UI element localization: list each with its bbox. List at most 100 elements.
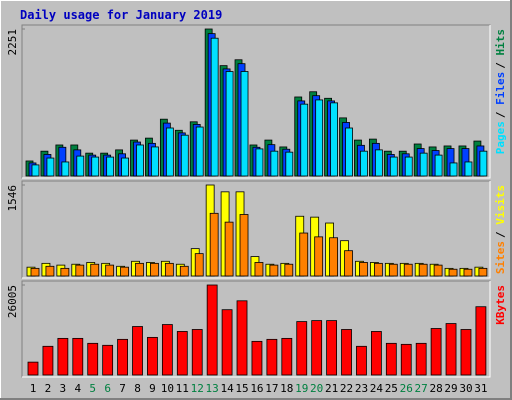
bar — [370, 331, 382, 376]
bar — [445, 323, 457, 376]
legend-entry: KBytes — [494, 285, 507, 325]
bar — [46, 157, 55, 177]
bar — [225, 71, 234, 177]
bar — [478, 267, 488, 277]
bar — [31, 164, 40, 177]
x-tick-label: 3 — [60, 382, 67, 395]
bar — [240, 71, 249, 177]
bar — [326, 320, 338, 376]
bar — [161, 324, 173, 376]
bar — [194, 253, 204, 277]
bar — [105, 264, 115, 277]
panel-bevel — [22, 181, 491, 279]
bar — [374, 149, 383, 177]
bar — [102, 344, 114, 376]
bar — [266, 338, 278, 376]
bar — [464, 161, 473, 177]
x-tick-label: 30 — [459, 382, 472, 395]
x-tick-label: 26 — [400, 382, 413, 395]
x-tick-label: 5 — [89, 382, 96, 395]
bar — [434, 154, 443, 177]
legend: KBytes — [494, 285, 507, 325]
bar — [254, 262, 264, 277]
legend-separator: / — [494, 231, 507, 238]
bar — [121, 157, 129, 177]
legend: Sites / Visits — [494, 185, 507, 274]
x-tick-label: 23 — [355, 382, 368, 395]
bar — [150, 262, 159, 277]
x-tick-label: 17 — [265, 382, 278, 395]
bar — [403, 263, 413, 277]
x-tick-label: 18 — [280, 382, 293, 395]
bar — [87, 342, 99, 376]
bar — [147, 336, 158, 376]
bar — [269, 264, 279, 277]
bar — [311, 320, 323, 376]
bar — [418, 263, 428, 277]
bar — [106, 156, 115, 177]
x-tick-label: 24 — [370, 382, 384, 395]
x-tick-label: 13 — [206, 382, 219, 395]
bar — [191, 329, 203, 376]
panel-bevel — [22, 281, 491, 378]
bar — [57, 337, 69, 376]
bar — [239, 214, 249, 277]
bar — [284, 263, 294, 277]
bar — [430, 328, 442, 376]
x-tick-label: 6 — [104, 382, 111, 395]
x-tick-label: 21 — [325, 382, 338, 395]
bar — [91, 156, 100, 177]
bar — [433, 264, 443, 277]
bar — [132, 326, 143, 376]
bar — [210, 37, 219, 177]
bar — [296, 321, 308, 376]
legend-entry: Hits — [494, 29, 507, 56]
bar — [299, 232, 309, 277]
bar — [176, 331, 188, 376]
bar — [206, 284, 218, 376]
bar — [165, 127, 174, 177]
x-tick-label: 1 — [30, 382, 37, 395]
bar — [389, 156, 398, 177]
bar — [179, 265, 189, 277]
x-tick-label: 2 — [45, 382, 52, 395]
bar — [360, 150, 368, 177]
bar — [180, 134, 189, 177]
bar — [221, 309, 233, 376]
bar — [195, 126, 204, 177]
x-tick-label: 8 — [134, 382, 141, 395]
x-tick-label: 11 — [176, 382, 189, 395]
bar — [236, 300, 248, 376]
bar — [315, 99, 324, 177]
bar — [449, 162, 458, 177]
bar — [475, 306, 487, 376]
bar — [388, 263, 398, 277]
bar — [75, 264, 85, 277]
bar — [72, 337, 84, 376]
legend-entry: Files — [494, 72, 507, 105]
legend-entry: Pages — [494, 121, 507, 154]
bar — [404, 156, 413, 177]
bar — [356, 345, 367, 376]
bar — [135, 262, 144, 277]
bar — [45, 265, 55, 277]
bar — [415, 342, 427, 376]
bar — [61, 161, 70, 177]
bar — [341, 329, 352, 376]
legend-entry: Sites — [494, 241, 507, 274]
x-tick-label: 28 — [429, 382, 442, 395]
y-tick-label: 2251 — [6, 29, 19, 56]
bar — [76, 155, 85, 177]
bar — [419, 152, 428, 177]
chart-title: Daily usage for January 2019 — [20, 8, 222, 22]
x-tick-label: 10 — [161, 382, 174, 395]
bar — [359, 262, 368, 277]
bar — [300, 103, 309, 177]
x-tick-label: 19 — [295, 382, 308, 395]
x-tick-label: 31 — [474, 382, 487, 395]
panel-bevel — [22, 25, 491, 179]
bar — [164, 262, 174, 277]
bar — [209, 212, 219, 277]
bar — [385, 342, 397, 376]
